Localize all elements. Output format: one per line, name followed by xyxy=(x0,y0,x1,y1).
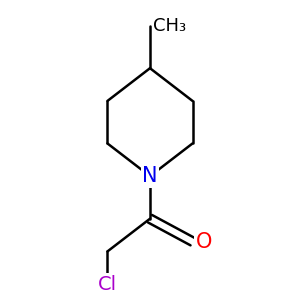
Text: Cl: Cl xyxy=(98,274,117,294)
Text: O: O xyxy=(196,232,212,252)
Text: N: N xyxy=(142,166,158,186)
Text: CH₃: CH₃ xyxy=(153,17,186,35)
